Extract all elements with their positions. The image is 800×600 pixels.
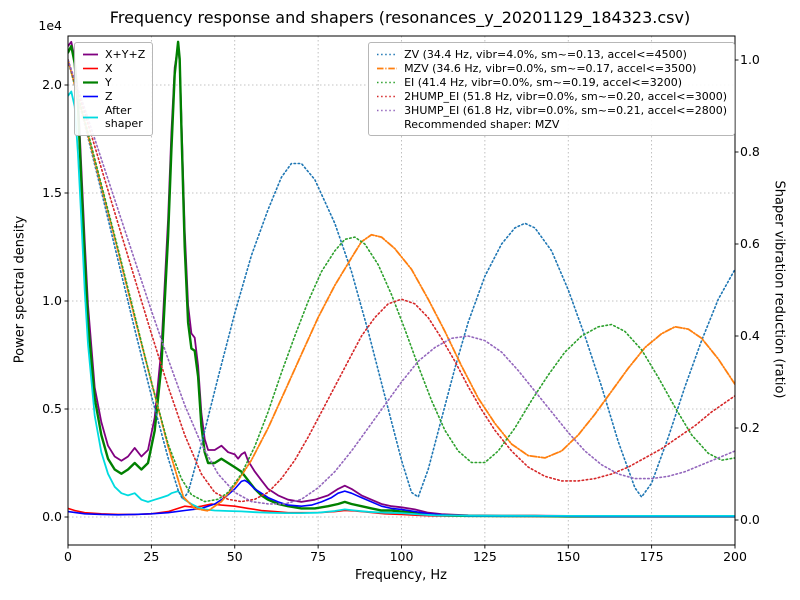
- y-left-tick-label: 1.5: [42, 185, 62, 200]
- x-tick-label: 50: [226, 549, 243, 564]
- legend-line-swatch: [83, 67, 98, 70]
- legend-item-label: ZV (34.4 Hz, vibr=4.0%, sm~=0.13, accel<…: [404, 48, 687, 61]
- legend-item-label: X+Y+Z: [105, 48, 146, 61]
- legend-line-swatch: [377, 81, 398, 84]
- legend-item-label: EI (41.4 Hz, vibr=0.0%, sm~=0.19, accel<…: [404, 76, 683, 89]
- legend-item-label: MZV (34.6 Hz, vibr=0.0%, sm~=0.17, accel…: [404, 62, 697, 75]
- legend-item-y: Y: [82, 76, 145, 89]
- legend-item-label: After shaper: [105, 104, 143, 130]
- x-tick-label: 175: [639, 549, 664, 564]
- legend-item-xyz: X+Y+Z: [82, 48, 145, 61]
- legend-item-after-shaper: After shaper: [82, 104, 145, 130]
- series-xyz: [68, 40, 735, 517]
- x-tick-label: 100: [389, 549, 414, 564]
- y-right-tick-label: 0.0: [740, 512, 760, 527]
- legend-item-ei: EI (41.4 Hz, vibr=0.0%, sm~=0.19, accel<…: [376, 76, 727, 89]
- recommended-shaper-note: Recommended shaper: MZV: [404, 118, 560, 131]
- legend-item-z: Z: [82, 90, 145, 103]
- legend-item-label: 2HUMP_EI (51.8 Hz, vibr=0.0%, sm~=0.20, …: [404, 90, 727, 103]
- y-left-tick-label: 0.5: [42, 401, 62, 416]
- legend-item-3hump-ei: 3HUMP_EI (61.8 Hz, vibr=0.0%, sm~=0.21, …: [376, 104, 727, 117]
- series-zv: [68, 59, 735, 501]
- x-tick-label: 200: [723, 549, 747, 564]
- x-tick-label: 150: [556, 549, 581, 564]
- x-tick-label: 75: [310, 549, 327, 564]
- legend-line-swatch: [377, 53, 398, 56]
- legend-line-swatch: [83, 116, 98, 118]
- legend-line-swatch: [83, 95, 98, 98]
- series-2hump-ei: [68, 59, 735, 503]
- legend-item-2hump-ei: 2HUMP_EI (51.8 Hz, vibr=0.0%, sm~=0.20, …: [376, 90, 727, 103]
- y-right-tick-label: 0.2: [740, 420, 760, 435]
- x-tick-label: 0: [64, 549, 72, 564]
- series-ei: [68, 59, 735, 503]
- legend-item-mzv: MZV (34.6 Hz, vibr=0.0%, sm~=0.17, accel…: [376, 62, 727, 75]
- y-left-tick-label: 2.0: [42, 77, 62, 92]
- y-axis-offset-text: 1e4: [38, 18, 62, 33]
- y-left-tick-label: 1.0: [42, 293, 62, 308]
- legend-item-x: X: [82, 62, 145, 75]
- y-left-tick-label: 0.0: [42, 509, 62, 524]
- series-3hump-ei: [68, 59, 735, 505]
- legend-line-swatch: [377, 95, 398, 98]
- legend-item-label: X: [105, 62, 113, 75]
- legend-line-swatch: [377, 67, 398, 70]
- y-right-tick-label: 0.8: [740, 144, 760, 159]
- legend-psd: X+Y+Z X Y Z After shaper: [74, 42, 154, 136]
- legend-line-swatch: [83, 81, 98, 84]
- x-tick-label: 125: [472, 549, 497, 564]
- x-tick-label: 25: [143, 549, 160, 564]
- y-axis-label-left: Power spectral density: [12, 215, 28, 364]
- legend-item-label: Z: [105, 90, 113, 103]
- chart-title: Frequency response and shapers (resonanc…: [109, 8, 691, 27]
- y-right-tick-label: 1.0: [740, 52, 760, 67]
- y-right-tick-label: 0.4: [740, 328, 760, 343]
- y-right-tick-label: 0.6: [740, 236, 760, 251]
- legend-item-label: 3HUMP_EI (61.8 Hz, vibr=0.0%, sm~=0.21, …: [404, 104, 727, 117]
- x-axis-label: Frequency, Hz: [354, 568, 448, 583]
- legend-line-swatch: [83, 53, 98, 56]
- tick-marks: [64, 59, 739, 549]
- series-mzv: [68, 59, 735, 512]
- legend-line-swatch: [377, 109, 398, 112]
- legend-item-label: Y: [105, 76, 112, 89]
- legend-item-zv: ZV (34.4 Hz, vibr=4.0%, sm~=0.13, accel<…: [376, 48, 727, 61]
- y-axis-label-right: Shaper vibration reduction (ratio): [771, 180, 787, 399]
- plot-border: [67, 35, 736, 546]
- legend-shapers: ZV (34.4 Hz, vibr=4.0%, sm~=0.13, accel<…: [368, 42, 735, 136]
